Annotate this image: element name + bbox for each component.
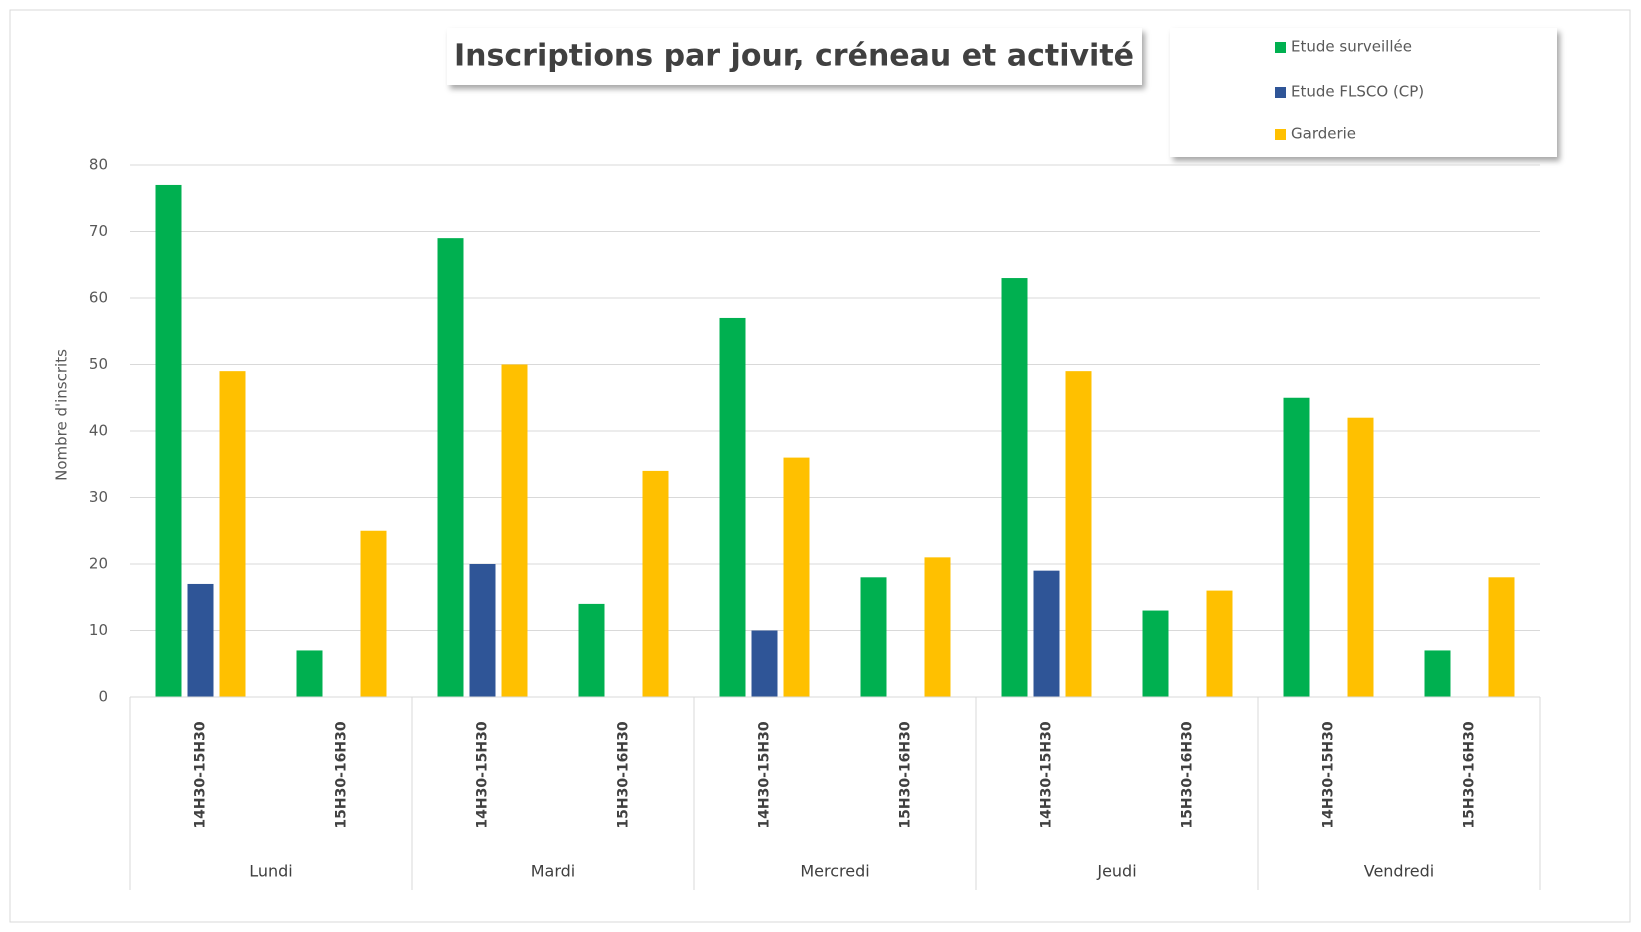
legend-label: Garderie — [1291, 125, 1356, 143]
legend-box — [1170, 28, 1557, 157]
y-tick-label: 30 — [89, 488, 108, 506]
bar — [1001, 278, 1028, 697]
y-tick-label: 60 — [89, 289, 108, 307]
bar — [437, 238, 464, 697]
y-tick-label: 20 — [89, 555, 108, 573]
chart-title: Inscriptions par jour, créneau et activi… — [454, 39, 1134, 74]
y-tick-label: 70 — [89, 222, 108, 240]
bar — [642, 470, 669, 697]
title-box — [447, 28, 1142, 85]
bar — [155, 184, 182, 697]
y-tick-label: 40 — [89, 422, 108, 440]
bar — [1033, 570, 1060, 697]
bar — [1283, 397, 1310, 697]
bar — [219, 371, 246, 697]
group-label: Vendredi — [1364, 862, 1435, 881]
bar — [187, 583, 214, 697]
x-tick-label: 14H30-15H30 — [475, 721, 491, 828]
legend-label: Etude FLSCO (CP) — [1291, 83, 1424, 101]
y-tick-label: 10 — [89, 621, 108, 639]
x-tick-label: 15H30-16H30 — [334, 721, 350, 828]
x-tick-label: 15H30-16H30 — [898, 721, 914, 828]
bar — [469, 564, 496, 697]
y-tick-label: 50 — [89, 355, 108, 373]
y-tick-label: 0 — [98, 688, 108, 706]
bar — [578, 603, 605, 697]
group-label: Lundi — [249, 862, 293, 881]
bar — [296, 650, 323, 697]
bar — [924, 557, 951, 697]
x-tick-label: 14H30-15H30 — [1321, 721, 1337, 828]
legend-label: Etude surveillée — [1291, 38, 1412, 56]
bar — [1065, 371, 1092, 697]
bar — [719, 317, 746, 697]
x-tick-label: 15H30-16H30 — [1462, 721, 1478, 828]
group-label: Mardi — [531, 862, 576, 881]
x-tick-label: 15H30-16H30 — [1180, 721, 1196, 828]
x-tick-label: 15H30-16H30 — [616, 721, 632, 828]
legend-swatch — [1275, 42, 1286, 53]
group-label: Jeudi — [1096, 862, 1136, 881]
x-tick-label: 14H30-15H30 — [757, 721, 773, 828]
bar — [751, 630, 778, 697]
y-axis-label: Nombre d'inscrits — [53, 349, 71, 481]
bar — [783, 457, 810, 697]
y-tick-label: 80 — [89, 156, 108, 174]
bar — [1488, 577, 1515, 697]
bar — [1206, 590, 1233, 697]
bar — [1142, 610, 1169, 697]
x-tick-label: 14H30-15H30 — [193, 721, 209, 828]
bar — [1424, 650, 1451, 697]
legend-swatch — [1275, 129, 1286, 140]
x-tick-label: 14H30-15H30 — [1039, 721, 1055, 828]
bar — [1347, 417, 1374, 697]
bar — [860, 577, 887, 697]
legend-swatch — [1275, 87, 1286, 98]
group-label: Mercredi — [800, 862, 869, 881]
bar — [360, 530, 387, 697]
bar — [501, 364, 528, 697]
